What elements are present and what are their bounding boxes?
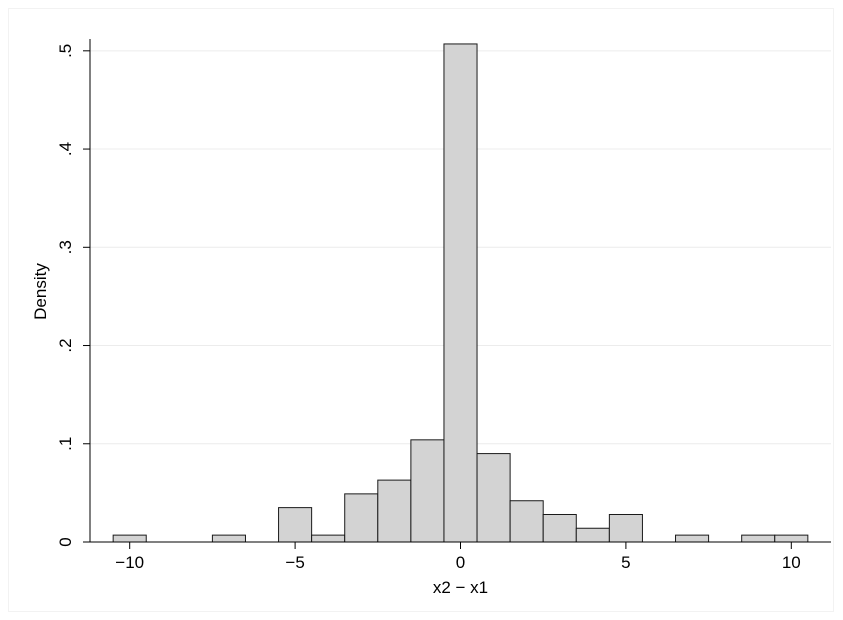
y-axis-title: Density	[31, 263, 50, 320]
x-tick-label-1: −5	[285, 553, 304, 572]
histogram-bar-1	[211, 534, 246, 543]
histogram-bars	[112, 43, 809, 543]
y-tick-label-5: .5	[56, 44, 75, 58]
histogram-bar-11	[575, 527, 610, 543]
y-tick-label-4: .4	[56, 142, 75, 156]
x-tick-label-0: −10	[115, 553, 144, 572]
axes	[83, 39, 831, 549]
histogram-bar-4	[344, 493, 379, 543]
y-tick-label-0: 0	[56, 537, 75, 546]
x-tick-label-4: 10	[782, 553, 801, 572]
x-tick-label-2: 0	[456, 553, 465, 572]
histogram-bar-10	[542, 513, 577, 543]
histogram-bar-12	[608, 513, 643, 543]
histogram-bar-3	[311, 534, 346, 543]
histogram-bar-7	[443, 43, 478, 543]
y-tick-label-3: .3	[56, 240, 75, 254]
tick-labels: 0 .1 .2 .3 .4 .5 −10 −5 0 5 10	[56, 44, 801, 572]
y-tick-label-2: .2	[56, 338, 75, 352]
histogram-bar-15	[774, 534, 809, 543]
histogram-bar-13	[675, 534, 710, 543]
y-tick-label-1: .1	[56, 437, 75, 451]
x-tick-label-3: 5	[621, 553, 630, 572]
histogram-bar-8	[476, 453, 511, 543]
histogram-bar-9	[509, 500, 544, 543]
histogram-bar-5	[377, 479, 412, 543]
histogram-bar-6	[410, 439, 445, 543]
x-axis-title: x2 − x1	[433, 578, 488, 597]
histogram-bar-2	[278, 507, 313, 543]
histogram-bar-14	[741, 534, 776, 543]
histogram-bar-0	[112, 534, 147, 543]
